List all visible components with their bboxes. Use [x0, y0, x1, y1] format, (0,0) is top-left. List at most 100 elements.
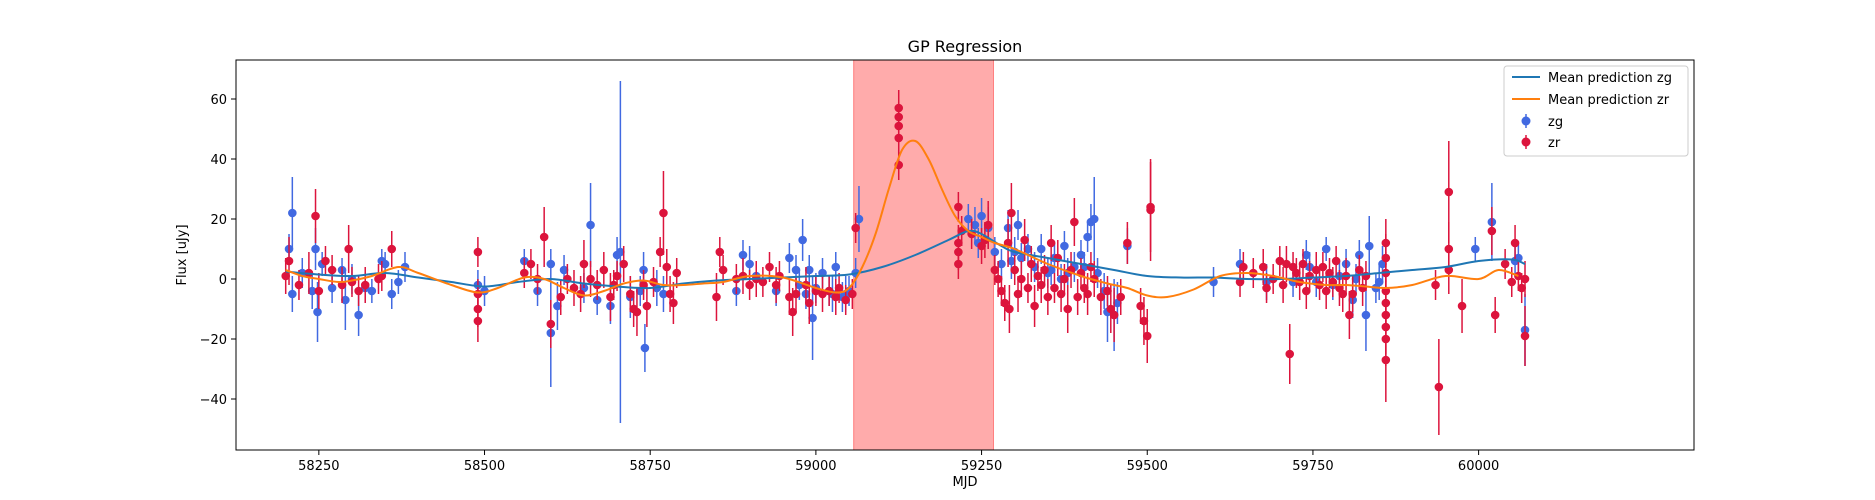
data-point-zr — [344, 244, 353, 254]
data-point-zg — [1007, 256, 1016, 266]
data-point-zr — [1487, 226, 1497, 236]
data-point-zr — [1000, 298, 1010, 308]
data-point-zr — [556, 292, 566, 302]
data-point-zg — [854, 214, 864, 224]
highlight-region — [853, 59, 994, 451]
data-point-zr — [539, 232, 549, 242]
data-point-zr — [1298, 259, 1308, 269]
data-point-zr — [831, 292, 841, 302]
data-point-zg — [380, 259, 390, 269]
data-point-zr — [526, 259, 536, 269]
data-point-zr — [818, 289, 827, 299]
prediction-lines — [285, 139, 1526, 299]
data-point-zr — [632, 307, 642, 317]
data-point-zg — [804, 265, 814, 275]
legend-label-mean-zg: Mean prediction zg — [1548, 71, 1672, 86]
data-point-zr — [758, 277, 768, 287]
y-tick-label: −40 — [200, 393, 227, 408]
x-axis-label: MJD — [952, 475, 977, 490]
y-axis-ticks: −40 −20 0 20 40 60 — [200, 93, 236, 408]
x-tick-label: 58500 — [464, 459, 505, 474]
legend: Mean prediction zg Mean prediction zr zg… — [1503, 65, 1689, 157]
data-point-zg — [327, 283, 337, 293]
data-point-zg — [964, 214, 973, 224]
data-point-zr — [311, 211, 320, 221]
data-point-zg — [367, 286, 377, 296]
data-point-zr — [1282, 259, 1291, 269]
data-point-zg — [640, 343, 650, 353]
data-point-zr — [314, 286, 324, 296]
data-point-zr — [473, 316, 483, 326]
data-point-zr — [1444, 265, 1454, 275]
data-point-zr — [1033, 271, 1043, 281]
data-point-zr — [1510, 238, 1520, 248]
data-point-zr — [1017, 274, 1026, 284]
data-point-zr — [281, 271, 291, 281]
data-point-zr — [655, 247, 665, 257]
y-tick-label: 0 — [219, 273, 227, 288]
data-point-zg — [1351, 274, 1361, 284]
data-point-zr — [294, 280, 304, 290]
data-point-zg — [546, 259, 556, 269]
data-point-zr — [1070, 217, 1079, 227]
data-point-zg — [1076, 250, 1086, 260]
y-tick-label: 20 — [210, 213, 227, 228]
data-point-zg — [997, 259, 1006, 269]
data-point-zr — [791, 289, 801, 299]
data-point-zr — [662, 262, 672, 272]
data-point-zr — [1517, 283, 1526, 293]
data-point-zr — [1331, 256, 1341, 266]
data-point-zg — [1023, 244, 1033, 254]
data-point-zr — [586, 274, 595, 284]
data-point-zr — [1040, 265, 1049, 275]
data-point-zr — [804, 298, 814, 308]
data-point-zr — [785, 292, 794, 302]
data-point-zg — [977, 211, 986, 221]
data-point-zr — [1123, 238, 1132, 248]
data-point-zg — [559, 265, 569, 275]
data-point-zg — [659, 289, 668, 299]
data-point-zr — [983, 220, 993, 230]
data-point-zr — [1507, 277, 1517, 287]
data-point-zr — [1278, 280, 1288, 290]
data-point-zg — [313, 307, 322, 317]
data-point-zr — [1146, 202, 1155, 212]
data-point-zr — [569, 283, 579, 293]
data-point-zr — [1285, 349, 1295, 359]
data-point-zr — [1060, 274, 1069, 284]
legend-label-zr: zr — [1548, 136, 1561, 151]
data-point-zr — [672, 268, 682, 278]
data-point-zr — [1007, 208, 1016, 218]
data-point-zr — [848, 289, 857, 299]
data-point-zg — [1321, 244, 1331, 254]
data-point-zr — [1325, 268, 1334, 278]
data-point-zr — [1056, 289, 1066, 299]
x-tick-label: 59500 — [1127, 459, 1168, 474]
data-point-zg — [831, 262, 841, 272]
data-point-zr — [1046, 238, 1056, 248]
x-tick-label: 60000 — [1458, 459, 1499, 474]
data-point-zr — [745, 280, 754, 290]
data-point-zg — [288, 289, 297, 299]
data-point-zr — [1321, 286, 1331, 296]
data-point-zr — [321, 256, 330, 266]
data-point-zr — [894, 103, 904, 113]
data-point-zr — [771, 280, 781, 290]
data-point-zr — [990, 265, 1000, 275]
data-point-zr — [788, 307, 797, 317]
data-point-zg — [791, 265, 801, 275]
data-point-zr — [1030, 301, 1039, 311]
data-point-zr — [473, 247, 483, 257]
data-point-zr — [1444, 187, 1454, 197]
data-point-zr — [712, 292, 721, 302]
data-point-zr — [1023, 283, 1033, 293]
data-point-zr — [851, 223, 860, 233]
data-point-zg — [586, 220, 595, 230]
data-point-zr — [606, 292, 615, 302]
data-point-zg — [1302, 250, 1311, 260]
data-point-zr — [579, 259, 589, 269]
legend-swatch-zr — [1521, 135, 1531, 149]
data-points — [281, 81, 1530, 435]
data-point-zr — [1275, 256, 1285, 266]
data-point-zr — [1026, 259, 1036, 269]
